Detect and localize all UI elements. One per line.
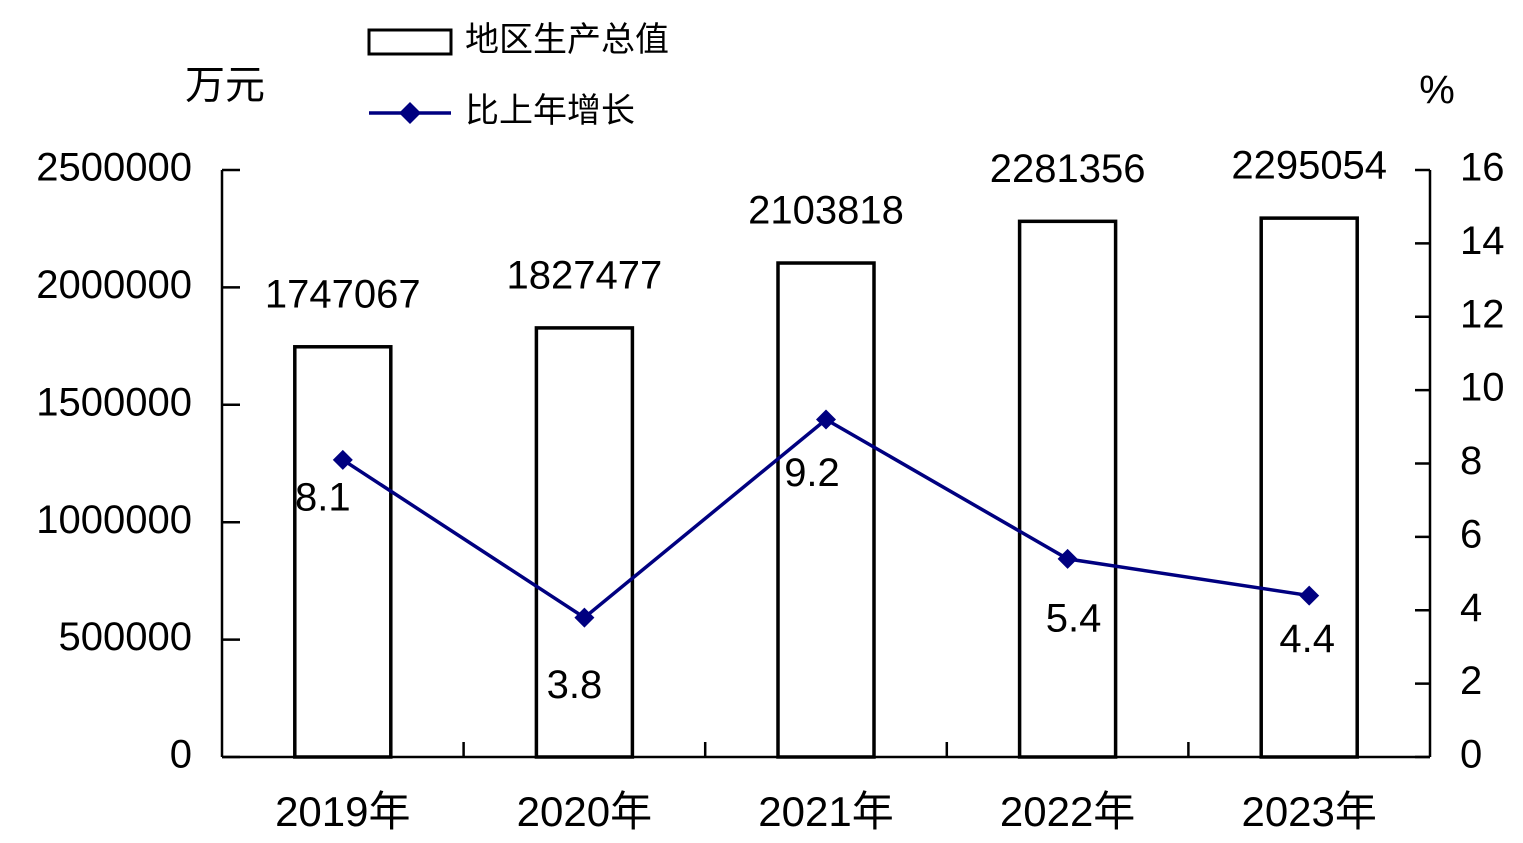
- y-tick-label: 1500000: [36, 380, 192, 424]
- legend-label: 地区生产总值: [465, 21, 669, 59]
- y2-tick-label: 0: [1460, 733, 1482, 777]
- line-value-label: 8.1: [295, 475, 351, 519]
- line-marker: [816, 409, 836, 430]
- bar: [1017, 219, 1118, 759]
- y2-tick-label: 14: [1460, 219, 1505, 263]
- bar-value-label: 1747067: [265, 272, 421, 316]
- y-tick-label: 500000: [59, 615, 192, 659]
- x-tick-label: 2021年: [758, 788, 893, 835]
- x-tick-label: 2023年: [1241, 788, 1376, 835]
- bar-value-label: 2295054: [1231, 144, 1387, 188]
- bar: [534, 326, 635, 759]
- x-tick-label: 2020年: [517, 788, 652, 835]
- line-value-label: 5.4: [1046, 596, 1102, 640]
- bar-value-label: 2103818: [748, 189, 904, 233]
- y2-tick-label: 10: [1460, 366, 1505, 410]
- y-tick-label: 2500000: [36, 146, 192, 190]
- y2-tick-label: 8: [1460, 439, 1482, 483]
- line-value-label: 3.8: [547, 663, 603, 707]
- y-tick-label: 2000000: [36, 263, 192, 307]
- y2-tick-label: 16: [1460, 146, 1505, 190]
- y2-tick-label: 4: [1460, 586, 1482, 630]
- x-tick-label: 2022年: [1000, 788, 1135, 835]
- legend-marker: [399, 102, 421, 124]
- legend-label: 比上年增长: [465, 92, 635, 130]
- line-marker: [1057, 548, 1078, 569]
- line-marker: [332, 449, 353, 470]
- bar: [1259, 216, 1359, 759]
- y-tick-label: 1000000: [36, 498, 192, 542]
- x-tick-label: 2019年: [275, 788, 410, 835]
- line-marker: [574, 607, 595, 628]
- y-tick-label: 0: [170, 733, 192, 777]
- line-value-label: 9.2: [784, 451, 840, 495]
- bar: [776, 261, 876, 759]
- y2-axis-label: %: [1419, 69, 1455, 113]
- y2-tick-label: 12: [1460, 292, 1505, 336]
- bar-value-label: 2281356: [990, 147, 1146, 191]
- line-marker: [1299, 585, 1320, 606]
- bar-value-label: 1827477: [507, 253, 663, 297]
- bar: [293, 345, 393, 759]
- y2-tick-label: 6: [1460, 512, 1482, 556]
- y-axis-label: 万元: [185, 64, 265, 108]
- y2-tick-label: 2: [1460, 659, 1482, 703]
- line-value-label: 4.4: [1279, 617, 1335, 661]
- legend-bar-swatch: [367, 28, 453, 56]
